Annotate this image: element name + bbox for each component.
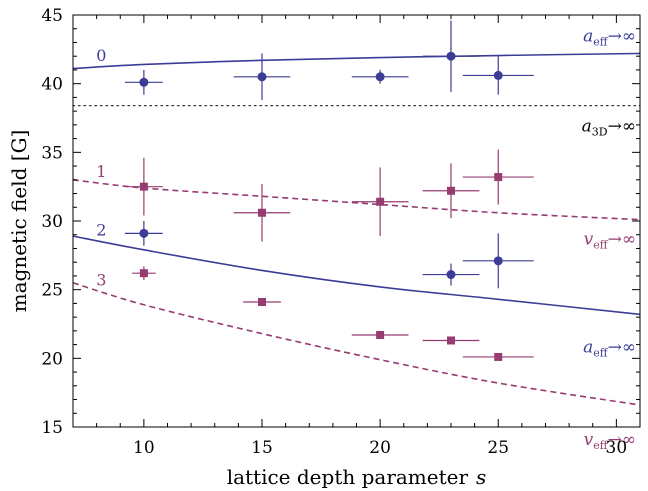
asymptote-label-a3d: a3D→∞ bbox=[582, 117, 636, 139]
asymptote-label-2-arrow: →∞ bbox=[608, 337, 636, 357]
asymptote-label-0-sub: eff bbox=[593, 35, 609, 48]
circle-data-point bbox=[139, 228, 149, 238]
x-tick-label: 25 bbox=[487, 438, 509, 458]
curve-1 bbox=[72, 179, 641, 221]
y-tick-label: 40 bbox=[41, 75, 63, 95]
axis-ticks bbox=[72, 14, 641, 428]
y-tick-label: 30 bbox=[41, 212, 63, 232]
square-data-point bbox=[258, 298, 266, 307]
y-tick-label: 35 bbox=[41, 143, 63, 163]
x-axis-variable: s bbox=[476, 465, 486, 489]
asymptote-label-3-sub: eff bbox=[593, 439, 609, 452]
y-tick-label: 15 bbox=[41, 418, 63, 438]
data-markers bbox=[139, 51, 503, 361]
circle-data-point bbox=[139, 77, 149, 87]
circle-data-point bbox=[257, 72, 267, 82]
circle-data-point bbox=[493, 256, 503, 266]
square-data-point bbox=[376, 197, 385, 206]
asymptote-label-2-base: a bbox=[583, 337, 593, 357]
asymptote-label-a3d-sub: 3D bbox=[592, 126, 608, 139]
x-tick-label: 20 bbox=[369, 438, 391, 458]
curve-3 bbox=[72, 282, 641, 406]
x-axis-title: lattice depth parameter s bbox=[227, 465, 487, 489]
error-bars bbox=[124, 20, 534, 360]
circle-data-point bbox=[446, 270, 456, 280]
square-data-point bbox=[494, 173, 503, 182]
square-data-point bbox=[447, 336, 455, 345]
asymptote-label-0: aeff→∞ bbox=[583, 26, 636, 48]
circle-data-point bbox=[493, 70, 503, 80]
asymptote-label-a3d-base: a bbox=[582, 117, 592, 137]
square-data-point bbox=[447, 186, 455, 195]
asymptote-label-a3d-arrow: →∞ bbox=[608, 117, 636, 137]
square-data-point bbox=[258, 208, 266, 217]
y-tick-label: 45 bbox=[41, 6, 63, 26]
curve-index-label: 0 bbox=[96, 46, 106, 65]
asymptote-label-3: veff→∞ bbox=[584, 430, 636, 452]
y-tick-label: 20 bbox=[41, 349, 63, 369]
asymptote-label-1-base: v bbox=[584, 230, 594, 250]
x-axis-title-text: lattice depth parameter bbox=[227, 465, 469, 489]
curve-index-label: 2 bbox=[96, 221, 106, 240]
asymptote-label-2-sub: eff bbox=[593, 346, 609, 359]
theory-curves bbox=[72, 52, 641, 406]
asymptote-label-3-base: v bbox=[584, 430, 594, 450]
square-data-point bbox=[376, 330, 385, 339]
curve-index-label: 3 bbox=[96, 271, 106, 290]
asymptote-label-1: veff→∞ bbox=[584, 230, 636, 252]
asymptote-label-3-arrow: →∞ bbox=[608, 430, 636, 450]
asymptote-label-2: aeff→∞ bbox=[583, 337, 636, 359]
square-data-point bbox=[494, 352, 503, 361]
curve-index-label: 1 bbox=[96, 162, 106, 181]
y-tick-label: 25 bbox=[41, 281, 63, 301]
asymptote-label-0-arrow: →∞ bbox=[608, 26, 636, 46]
curve-2 bbox=[72, 235, 641, 316]
x-tick-label: 10 bbox=[133, 438, 155, 458]
asymptote-label-0-base: a bbox=[583, 26, 593, 46]
square-data-point bbox=[139, 269, 148, 278]
circle-data-point bbox=[446, 51, 456, 61]
x-tick-label: 15 bbox=[251, 438, 273, 458]
asymptote-label-1-sub: eff bbox=[593, 239, 609, 252]
curve-0 bbox=[72, 52, 641, 70]
asymptote-label-1-arrow: →∞ bbox=[608, 230, 636, 250]
square-data-point bbox=[139, 182, 148, 191]
x-tick-label: 30 bbox=[606, 438, 628, 458]
y-axis-title: magnetic field [G] bbox=[7, 130, 31, 313]
circle-data-point bbox=[375, 72, 385, 82]
